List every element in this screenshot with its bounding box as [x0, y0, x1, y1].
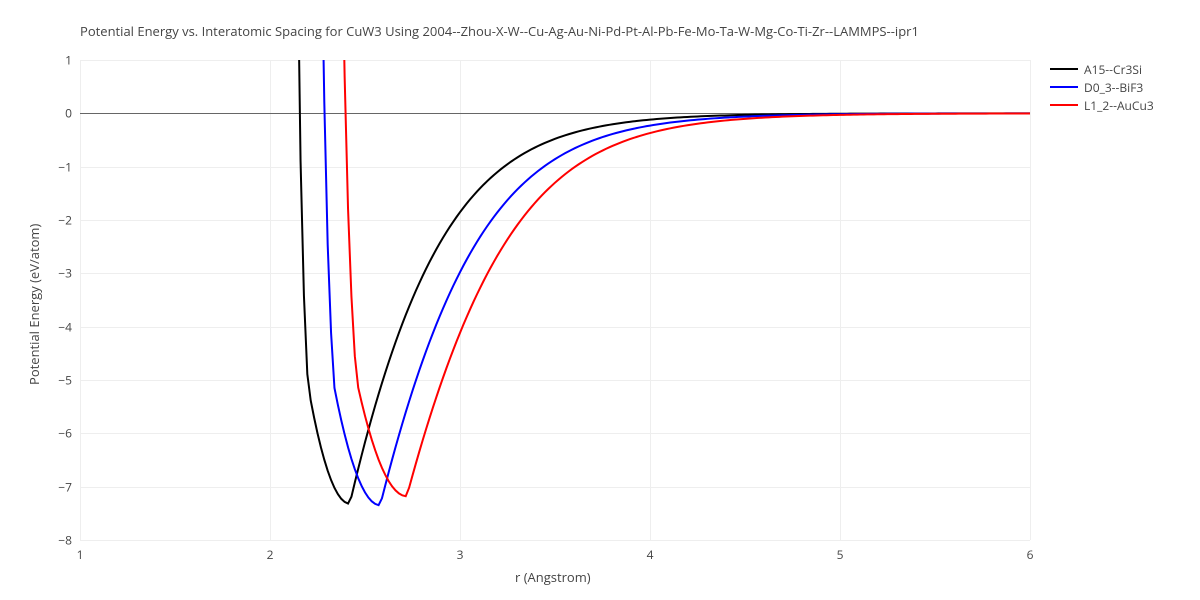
series-line-0[interactable]: [80, 0, 1030, 504]
legend-label: A15--Cr3Si: [1084, 61, 1142, 78]
y-tick-label: −2: [40, 212, 72, 229]
legend: A15--Cr3SiD0_3--BiF3L1_2--AuCu3: [1050, 60, 1154, 114]
plot-area: [80, 60, 1030, 540]
y-tick-label: −4: [40, 318, 72, 335]
legend-item-0[interactable]: A15--Cr3Si: [1050, 60, 1154, 78]
gridline-v: [1030, 60, 1031, 540]
legend-label: D0_3--BiF3: [1084, 79, 1143, 96]
y-tick-label: −7: [40, 478, 72, 495]
gridline-h: [80, 540, 1030, 541]
y-tick-label: 1: [40, 52, 72, 69]
y-tick-label: −6: [40, 425, 72, 442]
curves-svg: [80, 60, 1030, 540]
x-tick-label: 4: [647, 546, 654, 563]
y-axis-label: Potential Energy (eV/atom): [25, 224, 43, 385]
x-tick-label: 6: [1027, 546, 1034, 563]
y-tick-label: −8: [40, 532, 72, 549]
legend-swatch: [1050, 104, 1078, 106]
x-axis-label: r (Angstrom): [515, 568, 591, 586]
x-tick-label: 1: [77, 546, 84, 563]
y-tick-label: −1: [40, 158, 72, 175]
legend-item-2[interactable]: L1_2--AuCu3: [1050, 96, 1154, 114]
legend-item-1[interactable]: D0_3--BiF3: [1050, 78, 1154, 96]
y-tick-label: 0: [40, 105, 72, 122]
series-line-1[interactable]: [80, 0, 1030, 505]
legend-swatch: [1050, 68, 1078, 70]
legend-label: L1_2--AuCu3: [1084, 97, 1154, 114]
legend-swatch: [1050, 86, 1078, 88]
x-tick-label: 5: [837, 546, 844, 563]
x-tick-label: 2: [267, 546, 274, 563]
y-tick-label: −3: [40, 265, 72, 282]
series-line-2[interactable]: [80, 0, 1030, 496]
y-tick-label: −5: [40, 372, 72, 389]
x-tick-label: 3: [457, 546, 464, 563]
chart-title: Potential Energy vs. Interatomic Spacing…: [80, 22, 919, 40]
